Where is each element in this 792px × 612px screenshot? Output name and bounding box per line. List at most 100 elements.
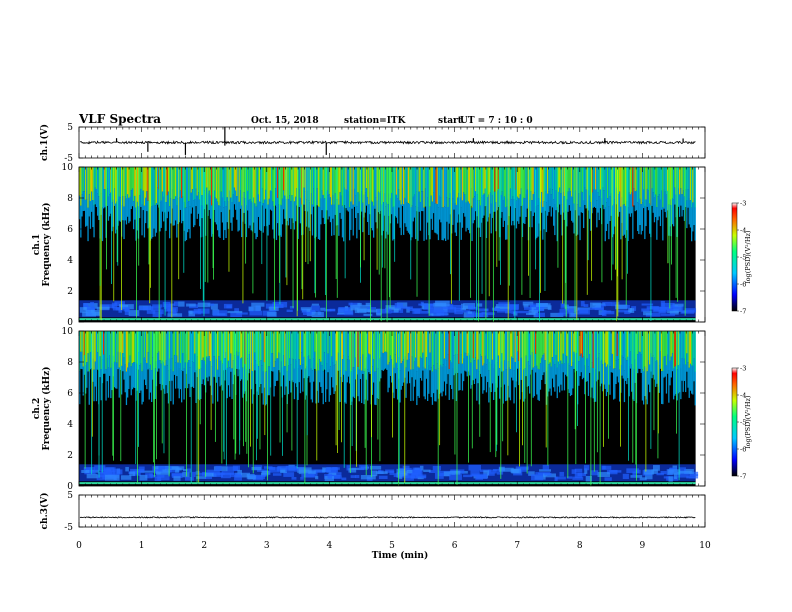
spectrogram-ch2-hf-streak-fade (563, 363, 566, 391)
spectrogram-ch1-hf-streak-fade (113, 188, 116, 206)
spectrogram-ch1-hf-streak (592, 167, 594, 190)
spectrogram-ch2-hf-streak (166, 331, 168, 366)
spectrogram-ch2-band-patch (487, 469, 497, 474)
figure-title: VLF Spectra (78, 112, 161, 126)
spectrogram-ch1-hf-streak-fade (280, 205, 282, 237)
spectrogram-ch1-hf-streak-fade (277, 197, 279, 224)
spectrogram-ch1-hf-streak (345, 167, 347, 190)
spectrogram-ch1-hf-streak (305, 167, 308, 200)
spectrogram-ch1-hf-streak (223, 167, 225, 208)
spectrogram-ch1-hf-streak (553, 167, 555, 200)
spectrogram-ch1-hf-streak-fade (447, 206, 449, 240)
spectrogram-ch2-hf-streak-fade (596, 358, 598, 382)
spectrogram-ch2-hf-streak-fade (385, 351, 387, 369)
spectrogram-ch2-hf-streak-fade (436, 363, 438, 390)
start-ut-label: UT = 7 : 10 : 0 (460, 116, 533, 126)
spectrogram-ch2-hf-streak-fade (409, 359, 411, 384)
spectrogram-ch1-hf-streak-fade (151, 206, 153, 239)
spectrogram-ch2-hf-streak (243, 331, 245, 366)
spectrogram-ch2-hf-streak-fade (374, 371, 376, 405)
spectrogram-ch2-band-patch (252, 475, 264, 481)
spectrogram-ch1-hf-streak (478, 167, 480, 201)
spectrogram-ch2-band-patch (421, 476, 426, 479)
spectrogram-ch2-hf-streak (160, 331, 162, 364)
spectrogram-ch2-hf-streak (261, 331, 263, 366)
spectrogram-ch1-hf-streak (293, 167, 296, 202)
spectrogram-ch2-hf-streak (473, 331, 476, 361)
spectrogram-ch1-hf-streak (303, 167, 305, 188)
spectrogram-ch2-band-patch (196, 476, 206, 479)
spectrogram-ch2-hf-streak-fade (681, 358, 683, 381)
spectrogram-ch2-hf-streak-fade (220, 360, 222, 385)
spectrogram-ch1-hf-streak (218, 167, 220, 206)
spectrogram-ch2-hf-streak-fade (573, 351, 575, 369)
spectrogram-ch1-hf-streak-fade (244, 198, 246, 224)
spectrogram-ch2-hf-streak-fade (539, 363, 542, 390)
spectrogram-ch1-hf-streak-fade (392, 207, 394, 241)
spectrogram-ch1-hf-streak-fade (308, 200, 310, 228)
spectrogram-ch2-hf-streak (421, 331, 423, 359)
spectrogram-ch2-hf-streak (682, 331, 684, 365)
spectrogram-ch2-band-patch (531, 474, 544, 481)
spectrogram-ch1-hf-streak (393, 167, 395, 207)
spectrogram-ch1-hf-streak (418, 167, 420, 192)
spectrogram-ch2-hf-streak (533, 331, 536, 367)
spectrogram-ch1-hf-streak (83, 167, 86, 192)
spectrogram-ch2-band-patch (155, 469, 170, 475)
spectrogram-ch1-hf-streak-fade (367, 197, 369, 223)
spectrogram-ch1-hf-streak (412, 167, 414, 197)
spectrogram-ch1-hf-streak-fade (448, 198, 450, 224)
spectrogram-ch2-hf-streak (443, 331, 446, 359)
spectrogram-ch1-hf-streak-fade (197, 192, 200, 214)
colorbar-ch2-scale (731, 367, 738, 477)
spectrogram-ch1-hf-streak (107, 167, 110, 197)
spectrogram-ch1-band-patch (227, 310, 243, 314)
spectrogram-ch1-hf-streak-fade (176, 205, 178, 238)
spectrogram-ch2-hf-streak-fade (501, 353, 503, 372)
spectrogram-ch2-hf-streak-fade (175, 362, 177, 389)
spectrogram-ch1-band-patch (523, 304, 529, 308)
spectrogram-ch1-hf-streak (637, 167, 639, 203)
spectrogram-ch1-hf-streak (623, 167, 626, 205)
spectrogram-ch1-hf-streak (237, 167, 239, 203)
spectrogram-ch2-hf-streak-fade (449, 360, 452, 386)
spectrogram-ch2-hf-streak (511, 331, 513, 357)
spectrogram-ch2-hf-streak (363, 331, 365, 372)
spectrogram-ch1-hf-streak-fade (634, 191, 636, 212)
spectrogram-ch1-hf-streak-fade (627, 207, 629, 242)
spectrogram-ch2-hf-streak (201, 331, 203, 361)
spectrogram-ch2-baseline-emission (79, 482, 696, 485)
spectrogram-ch1-hf-streak (580, 167, 582, 192)
spectrogram-ch1-hf-streak (274, 167, 276, 189)
spectrogram-ch1-band-patch (138, 306, 154, 311)
x-tick-label: 6 (452, 541, 458, 551)
spectrogram-ch2-hf-streak (193, 331, 195, 363)
spectrogram-ch2-hf-streak-fade (508, 367, 510, 398)
spectrogram-ch1-hf-streak-fade (260, 202, 262, 231)
spectrogram-ch1-hf-streak-fade (655, 194, 657, 218)
spectrogram-ch2-band-patch (350, 475, 356, 478)
spectrogram-ch2-band-patch (406, 469, 413, 474)
spectrogram-ch1-band-patch (207, 303, 215, 306)
spectrogram-ch2-hf-streak-fade (107, 367, 110, 398)
spectrogram-ch2-hf-streak-fade (568, 365, 570, 393)
spectrogram-ch2-hf-streak (331, 331, 333, 357)
waveform-ch1-trace (79, 140, 696, 145)
spectrogram-ch1-hf-streak (567, 167, 569, 192)
spectrogram-ch1-hf-streak (483, 167, 485, 194)
spectrogram-ch2-hf-streak (652, 331, 654, 356)
spectrogram-ch1-hf-streak-fade (649, 203, 651, 234)
spectrogram-ch2-hf-streak-fade (669, 360, 671, 386)
spectrogram-ch2-hf-streak (549, 331, 551, 363)
spectrogram-ch1-hf-streak (195, 167, 197, 189)
spectrogram-ch2-band-patch (105, 474, 120, 481)
spectrogram-ch2-hf-streak-fade (598, 353, 600, 372)
spectrogram-ch1-hf-streak (608, 167, 610, 207)
spectrogram-ch2-hf-streak (221, 331, 224, 364)
spectrogram-ch1-band-patch (302, 312, 315, 316)
spectrogram-ch2-hf-streak (691, 331, 693, 366)
spectrogram-ch2-hf-streak-fade (367, 369, 369, 401)
spectrogram-ch2-band-patch (103, 468, 111, 471)
spectrogram-ch2-hf-streak-fade (548, 364, 550, 392)
spectrogram-ch1-hf-streak-fade (326, 190, 328, 211)
